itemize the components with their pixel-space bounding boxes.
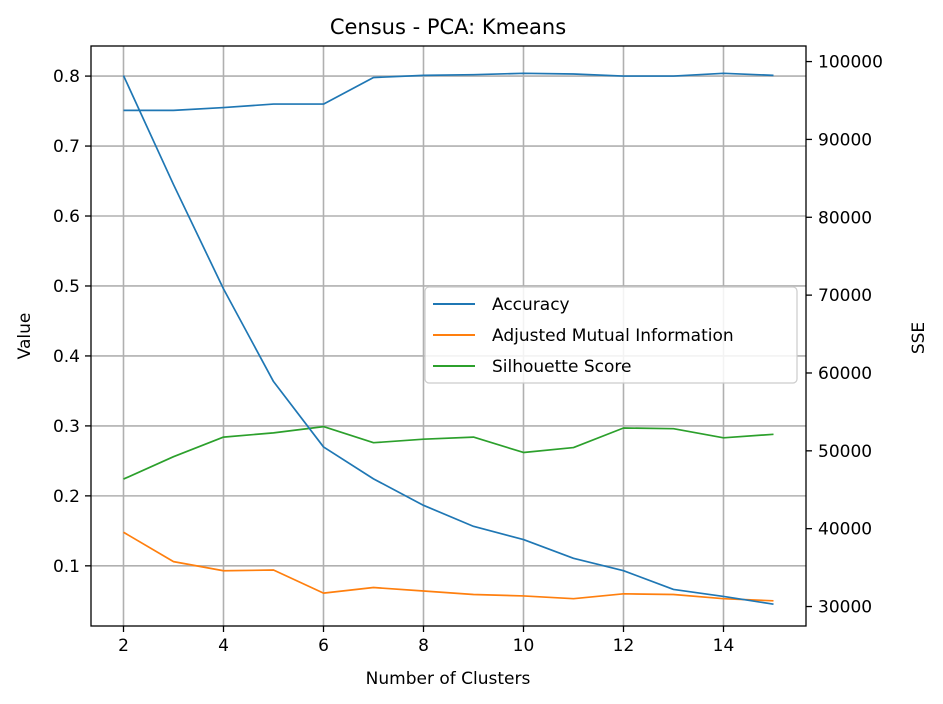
left-y-tick-label: 0.2 [53,487,80,507]
series-line-silhouette-score [123,425,774,480]
right-y-tick-label: 50000 [818,442,872,462]
right-y-tick-label: 30000 [818,598,872,618]
right-y-tick-label: 70000 [818,286,872,306]
series-line-sse [122,75,774,606]
left-y-tick-label: 0.3 [53,417,80,437]
series-line-adjusted-mutual-information [123,531,774,602]
right-y-axis-ticks: 30000 40000 50000 60000 70000 80000 90000 10000… [806,53,883,618]
x-tick-label: 12 [613,636,635,656]
legend-label-ami: Adjusted Mutual Information [492,326,734,346]
x-tick-label: 2 [118,636,129,656]
x-tick-label: 10 [513,636,535,656]
plot-frame [90,45,807,627]
right-y-tick-label: 40000 [818,520,872,540]
left-y-axis-label: Value [15,313,35,360]
right-y-axis-label: SSE [909,322,929,354]
left-y-tick-label: 0.4 [53,347,80,367]
x-tick-label: 14 [713,636,735,656]
right-y-tick-label: 80000 [818,208,872,228]
legend-box [424,286,798,384]
chart-title: Census - PCA: Kmeans [330,15,566,39]
left-y-tick-label: 0.7 [53,137,80,157]
right-y-tick-label: 100000 [818,53,883,73]
legend: Accuracy Adjusted Mutual Information Sil… [424,286,798,384]
left-y-tick-label: 0.5 [53,277,80,297]
legend-label-silhouette: Silhouette Score [492,357,631,377]
x-axis-ticks: 2 4 6 8 10 12 14 [118,626,734,656]
x-tick-label: 4 [218,636,229,656]
series-layer [122,72,774,606]
left-y-tick-label: 0.8 [53,67,80,87]
left-y-tick-label: 0.1 [53,557,80,577]
right-y-tick-label: 60000 [818,364,872,384]
x-axis-label: Number of Clusters [366,669,531,689]
series-line-accuracy [123,72,774,112]
left-y-tick-label: 0.6 [53,207,80,227]
right-y-tick-label: 90000 [818,130,872,150]
left-y-axis-ticks: 0.1 0.2 0.3 0.4 0.5 0.6 0.7 0.8 [53,67,91,577]
legend-label-accuracy: Accuracy [492,295,570,315]
x-tick-label: 8 [418,636,429,656]
x-tick-label: 6 [318,636,329,656]
